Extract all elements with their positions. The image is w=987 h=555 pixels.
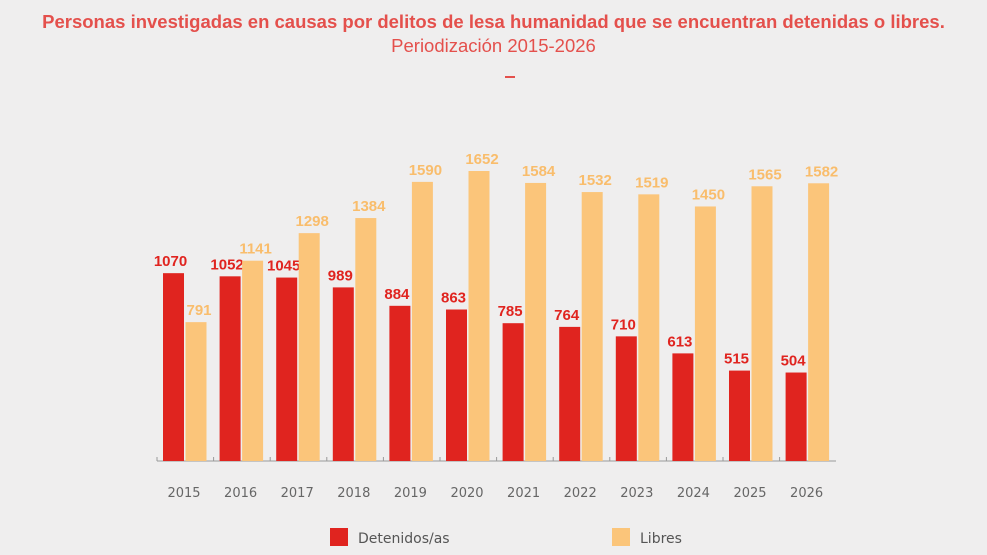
x-tick-label: 2026	[790, 486, 823, 501]
data-label: 1565	[748, 166, 781, 183]
data-label: 1052	[210, 256, 243, 273]
bar-detenidos-2026	[785, 372, 807, 461]
data-label: 710	[611, 316, 636, 333]
data-label: 989	[328, 267, 353, 284]
legend-label: Libres	[640, 531, 682, 547]
data-label: 791	[186, 302, 211, 319]
bar-libres-2023	[638, 194, 660, 461]
x-tick-label: 2021	[507, 486, 540, 501]
x-tick-label: 2022	[564, 486, 597, 501]
bar-libres-2026	[808, 183, 830, 461]
bar-libres-2019	[411, 181, 433, 461]
data-label: 1532	[579, 172, 612, 189]
x-tick-label: 2019	[394, 486, 427, 501]
bar-detenidos-2020	[446, 309, 467, 461]
data-label: 785	[498, 303, 523, 320]
x-tick-label: 2016	[224, 486, 257, 501]
data-label: 1045	[267, 258, 300, 275]
data-label: 884	[384, 286, 410, 303]
bar-detenidos-2022	[559, 326, 581, 461]
x-tick-label: 2020	[450, 486, 483, 501]
data-label: 515	[724, 351, 749, 368]
x-tick-label: 2024	[677, 486, 710, 501]
data-label: 1590	[409, 162, 442, 179]
bar-libres-2016	[242, 260, 264, 461]
data-label: 1584	[522, 163, 556, 180]
bar-detenidos-2024	[672, 353, 694, 461]
bar-detenidos-2017	[276, 277, 298, 461]
data-label: 1652	[465, 151, 498, 168]
data-label: 1141	[239, 241, 272, 258]
bar-libres-2017	[298, 233, 320, 461]
bar-detenidos-2021	[502, 323, 524, 461]
bar-libres-2020	[468, 171, 490, 461]
data-label: 764	[554, 307, 580, 324]
bar-detenidos-2016	[219, 276, 241, 461]
bar-detenidos-2019	[389, 305, 411, 461]
x-tick-label: 2015	[167, 486, 200, 501]
data-label: 1582	[805, 163, 838, 180]
chart-title: Personas investigadas en causas por deli…	[0, 10, 987, 58]
legend-swatch-libres	[612, 528, 630, 546]
bar-libres-2015	[185, 322, 207, 461]
data-label: 1298	[296, 213, 329, 230]
x-tick-label: 2018	[337, 486, 370, 501]
bar-detenidos-2018	[332, 287, 354, 461]
title-underline	[505, 76, 515, 78]
data-label: 863	[441, 290, 466, 307]
bar-libres-2022	[581, 192, 603, 461]
bar-libres-2021	[525, 182, 547, 461]
bar-libres-2025	[751, 186, 773, 461]
bar-libres-2024	[694, 206, 716, 461]
legend-swatch-detenidos	[330, 528, 348, 546]
data-label: 1450	[692, 186, 725, 203]
data-label: 1519	[635, 174, 668, 191]
x-tick-label: 2025	[733, 486, 766, 501]
x-tick-label: 2017	[281, 486, 314, 501]
bar-detenidos-2015	[163, 273, 184, 461]
data-label: 504	[781, 353, 807, 370]
bar-libres-2018	[355, 218, 377, 461]
chart-subtitle: Periodización 2015-2026	[391, 35, 596, 56]
legend-label: Detenidos/as	[358, 531, 450, 547]
data-label: 613	[667, 333, 692, 350]
bar-detenidos-2025	[729, 370, 750, 461]
x-tick-label: 2023	[620, 486, 653, 501]
data-label: 1384	[352, 198, 386, 215]
chart-title-bold: Personas investigadas en causas por deli…	[42, 11, 945, 32]
bar-detenidos-2023	[615, 336, 637, 461]
data-label: 1070	[154, 253, 187, 270]
